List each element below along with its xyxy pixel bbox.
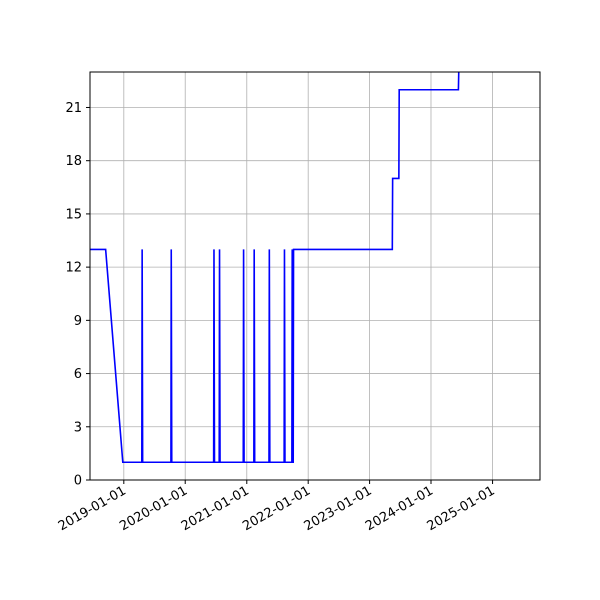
series-layer (90, 72, 460, 464)
axis-ticks (86, 106, 494, 484)
y-tick-label: 0 (74, 474, 82, 489)
y-tick-label: 3 (74, 420, 82, 435)
y-tick-label: 9 (74, 314, 82, 329)
series-line (90, 72, 460, 464)
y-tick-label: 21 (65, 101, 82, 116)
grid-lines (90, 72, 540, 481)
y-tick-label: 15 (65, 207, 82, 222)
y-tick-label: 18 (65, 154, 82, 169)
y-tick-label: 12 (65, 261, 82, 276)
plot-frame (89, 71, 541, 481)
y-tick-label: 6 (74, 367, 82, 382)
